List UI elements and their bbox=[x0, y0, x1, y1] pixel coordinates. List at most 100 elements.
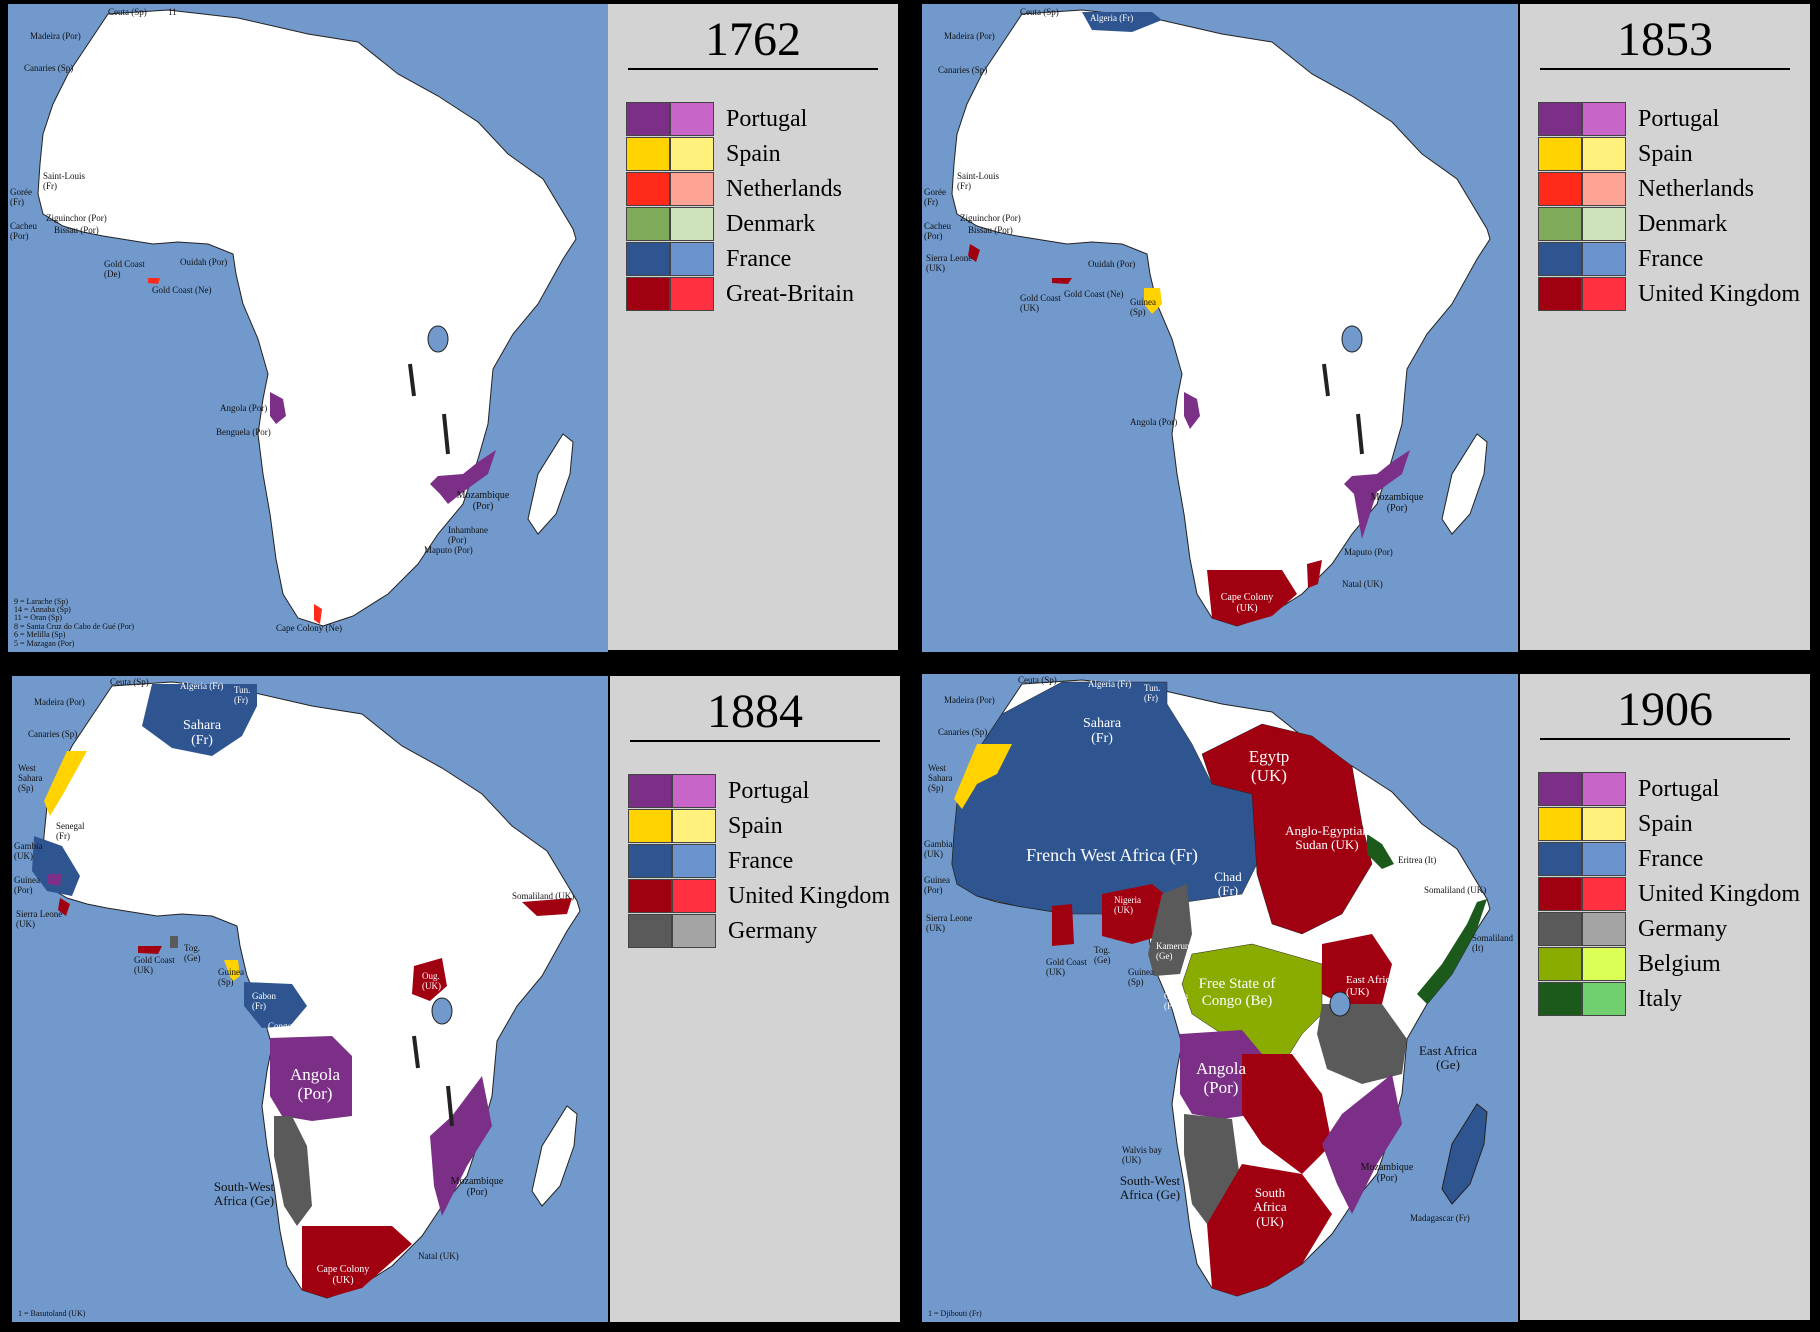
legend-label: Portugal bbox=[726, 105, 808, 132]
legend-swatch-light bbox=[1582, 842, 1626, 876]
label-cape-colony: Cape Colony (UK) bbox=[316, 1264, 370, 1286]
label-angola: Angola (Por) bbox=[289, 1065, 341, 1103]
label-kamerun: Kamerun (Ge) bbox=[1156, 941, 1190, 961]
label-inhambane: Inhambane (Por) bbox=[448, 525, 488, 545]
legend-swatch-dark bbox=[1538, 137, 1582, 171]
note-row: 11 = Oran (Sp) bbox=[14, 613, 62, 623]
label-cape-colony: Cape Colony (UK) bbox=[1220, 592, 1274, 614]
legend-item: Portugal bbox=[628, 774, 809, 808]
legend-swatch-dark bbox=[628, 774, 672, 808]
legend-item: Germany bbox=[1538, 912, 1727, 946]
uk-egypt-sudan bbox=[1201, 723, 1373, 935]
legend-label: Belgium bbox=[1638, 950, 1721, 977]
por-mozambique bbox=[1322, 1074, 1402, 1214]
lake-victoria bbox=[431, 997, 453, 1025]
legend-item: Portugal bbox=[1538, 102, 1719, 136]
legend-item: Netherlands bbox=[1538, 172, 1754, 206]
label-maputo: Maputo (Por) bbox=[424, 545, 473, 555]
label-algeria: Algeria (Fr) bbox=[180, 681, 224, 691]
label-tog: Tog. (Ge) bbox=[1094, 945, 1111, 965]
legend-item: United Kingdom bbox=[1538, 877, 1800, 911]
label-cacheu: Cacheu (Por) bbox=[10, 221, 37, 241]
legend-item: Spain bbox=[628, 809, 783, 843]
legend-swatch-light bbox=[672, 879, 716, 913]
legend-item: Great-Britain bbox=[626, 277, 854, 311]
lake-tanganyika bbox=[1322, 363, 1330, 397]
legend-swatch-light bbox=[672, 809, 716, 843]
legend-item: Portugal bbox=[626, 102, 807, 136]
label-ceuta: Ceuta (Sp) bbox=[108, 7, 147, 17]
panel-1906: Ceuta (Sp) Algeria (Fr) Tun. (Fr) Madeir… bbox=[910, 666, 1820, 1332]
legend-swatch-dark bbox=[1538, 912, 1582, 946]
legend-1884: 1884 Portugal Spain France United Kingdom Ge… bbox=[610, 676, 900, 1322]
uk-natal bbox=[1307, 560, 1322, 588]
label-west-sahara: West Sahara (Sp) bbox=[928, 763, 953, 793]
label-ouidah: Ouidah (Por) bbox=[1088, 259, 1136, 269]
legend-swatch-dark bbox=[1538, 772, 1582, 806]
label-nigeria: Nigeria (UK) bbox=[1114, 895, 1141, 915]
uk-uganda bbox=[412, 958, 447, 1001]
legend-swatch-dark bbox=[628, 914, 672, 948]
it-eritrea bbox=[1367, 834, 1394, 869]
label-eritrea: Eritrea (It) bbox=[1398, 855, 1437, 865]
por-angola bbox=[270, 1036, 352, 1121]
legend-item: France bbox=[626, 242, 791, 276]
label-ceuta: Ceuta (Sp) bbox=[1020, 7, 1059, 17]
label-senegal: Senegal (Fr) bbox=[56, 821, 85, 841]
legend-label: Great-Britain bbox=[726, 280, 854, 307]
label-guinea-sp: Guinea (Sp) bbox=[218, 967, 244, 987]
year-title: 1762 bbox=[705, 13, 801, 66]
label-gold-coast: Gold Coast (UK) bbox=[1046, 957, 1087, 977]
label-congo: Congo bbox=[268, 1021, 293, 1031]
label-gabon: Gabon (Fr) bbox=[252, 991, 276, 1011]
legend-swatch-dark bbox=[1538, 102, 1582, 136]
label-east-africa-uk: East Africa (UK) bbox=[1346, 974, 1396, 999]
notes-1762: 9 = Larache (Sp) 14 = Annaba (Sp) 11 = O… bbox=[14, 596, 134, 648]
legend-item: Denmark bbox=[626, 207, 815, 241]
label-tog: Tog. (Ge) bbox=[184, 943, 201, 963]
uk-sierra-leone bbox=[58, 898, 70, 916]
ge-togo bbox=[170, 936, 178, 948]
lake-victoria bbox=[427, 325, 449, 353]
uk-gold-coast bbox=[138, 946, 162, 954]
note-row: 9 = Larache (Sp) bbox=[14, 596, 69, 606]
legend-item: Denmark bbox=[1538, 207, 1727, 241]
label-ziguinchor: Ziguinchor (Por) bbox=[46, 213, 107, 223]
legend-swatch-dark bbox=[626, 277, 670, 311]
legend-swatch-dark bbox=[628, 844, 672, 878]
label-canaries: Canaries (Sp) bbox=[24, 63, 74, 73]
legend-swatch-light bbox=[1582, 207, 1626, 241]
label-gambia: Gambia (UK) bbox=[924, 839, 953, 859]
legend-swatch-light bbox=[670, 102, 714, 136]
legend-item: France bbox=[1538, 842, 1703, 876]
legend-swatch-light bbox=[1582, 912, 1626, 946]
legend-swatch-light bbox=[1582, 807, 1626, 841]
legend-1762: 1762 Portugal Spain Netherlands Denmark Fran… bbox=[608, 4, 898, 650]
legend-swatch-light bbox=[1582, 137, 1626, 171]
por-angola bbox=[270, 392, 286, 424]
label-mozambique: Mozambique (Por) bbox=[1370, 492, 1424, 514]
label-west-sahara: West Sahara (Sp) bbox=[18, 763, 43, 793]
note-row: 1 = Basutoland (UK) bbox=[18, 1308, 86, 1318]
label-gold-coast-de: Gold Coast (De) bbox=[104, 259, 145, 279]
fr-senegal bbox=[32, 836, 80, 896]
label-natal: Natal (UK) bbox=[1342, 579, 1383, 589]
legend-label: United Kingdom bbox=[1638, 880, 1800, 907]
label-sahara: Sahara (Fr) bbox=[1082, 716, 1122, 747]
map-1884: Ceuta (Sp) Algeria (Fr) Tun. (Fr) Madeir… bbox=[12, 676, 608, 1322]
legend-swatch-dark bbox=[1538, 172, 1582, 206]
label-goree: Gorée (Fr) bbox=[924, 187, 946, 207]
legend-item: Germany bbox=[628, 914, 817, 948]
legend-label: United Kingdom bbox=[1638, 280, 1800, 307]
por-guinea bbox=[48, 874, 62, 886]
legend-item: Spain bbox=[1538, 807, 1693, 841]
note-row: 6 = Melilla (Sp) bbox=[14, 630, 66, 640]
label-anglo-egyptian: Anglo-Egyptian Sudan (UK) bbox=[1285, 823, 1369, 853]
uk-sierra-leone bbox=[968, 244, 980, 262]
legend-swatch-light bbox=[1582, 877, 1626, 911]
label-tun: Tun. (Fr) bbox=[1144, 683, 1161, 703]
title-rule bbox=[630, 740, 880, 742]
label-sierra-leone: Sierra Leone (UK) bbox=[926, 913, 973, 933]
legend-label: Spain bbox=[1638, 810, 1693, 837]
year-title: 1853 bbox=[1617, 13, 1713, 66]
